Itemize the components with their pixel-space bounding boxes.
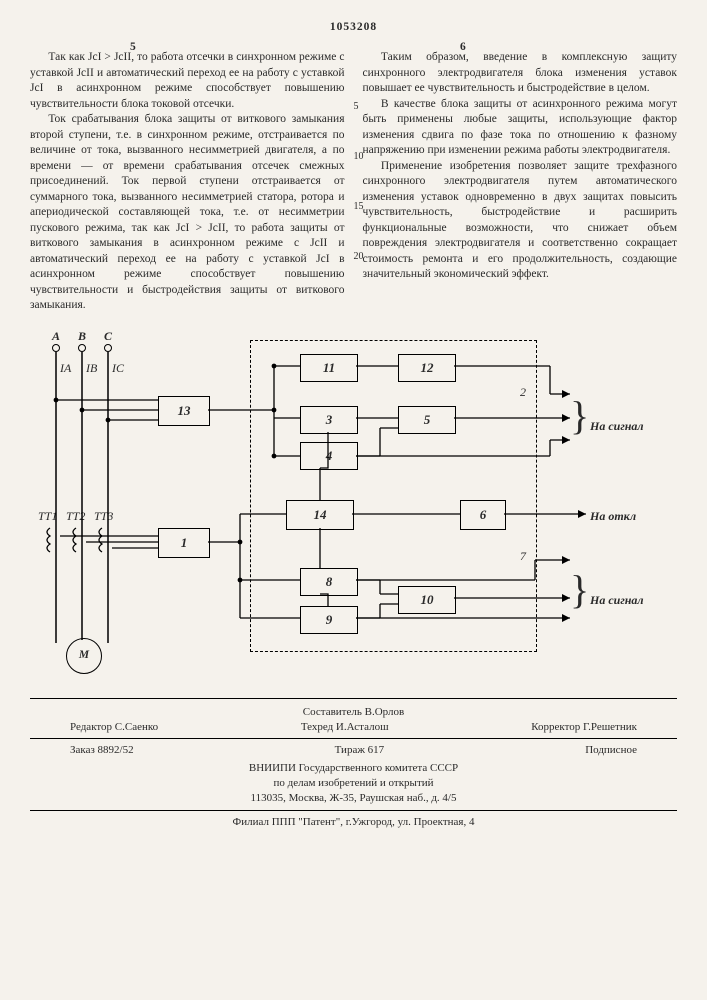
- para: В качестве блока защиты от асинхронного …: [363, 97, 678, 159]
- doc-number: 1053208: [330, 21, 377, 33]
- para: Применение изобретения позволяет защите …: [363, 159, 678, 283]
- footer-org: по делам изобретений и открытий: [30, 776, 677, 791]
- line-mark: 10: [354, 150, 364, 164]
- line-mark: 20: [354, 250, 364, 264]
- footer-compiler: Составитель В.Орлов: [30, 705, 677, 720]
- body-columns: Так как JсI > JсII, то работа отсечки в …: [30, 50, 677, 314]
- footer-corrector: Корректор Г.Решетник: [531, 720, 637, 735]
- diagram-wires: [30, 328, 677, 688]
- footer: Составитель В.Орлов Редактор С.Саенко Те…: [30, 698, 677, 830]
- para: Ток срабатывания блока защиты от витково…: [30, 112, 345, 314]
- footer-org: ВНИИПИ Государственного комитета СССР: [30, 761, 677, 776]
- line-mark: 5: [354, 100, 359, 114]
- right-column: Таким образом, введение в комплексную за…: [363, 50, 678, 314]
- header: 5 1053208 6: [30, 20, 677, 38]
- footer-editor: Редактор С.Саенко: [70, 720, 158, 735]
- para: Так как JсI > JсII, то работа отсечки в …: [30, 50, 345, 112]
- footer-sign: Подписное: [585, 743, 637, 758]
- footer-order: Заказ 8892/52: [70, 743, 134, 758]
- footer-tirazh: Тираж 617: [335, 743, 385, 758]
- line-mark: 15: [354, 200, 364, 214]
- footer-addr: 113035, Москва, Ж-35, Раушская наб., д. …: [30, 791, 677, 806]
- footer-addr: Филиал ППП "Патент", г.Ужгород, ул. Прое…: [30, 815, 677, 830]
- left-column: Так как JсI > JсII, то работа отсечки в …: [30, 50, 345, 314]
- circuit-diagram: A B C IA IB IC TT1 TT2 TT3 13 1 11 12 3 …: [30, 328, 677, 688]
- footer-tech: Техред И.Асталош: [301, 720, 389, 735]
- para: Таким образом, введение в комплексную за…: [363, 50, 678, 97]
